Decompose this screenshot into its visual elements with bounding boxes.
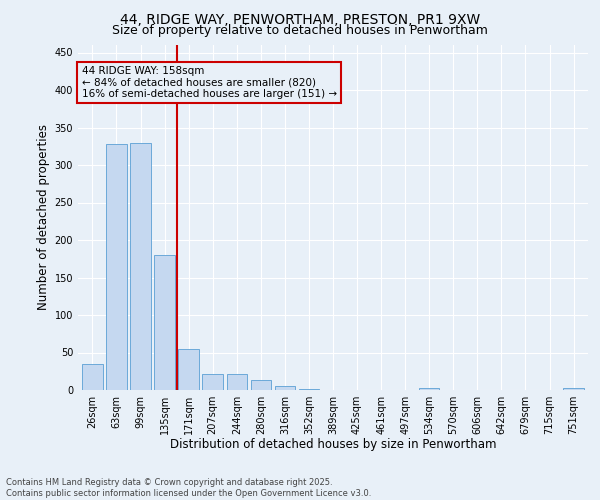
- Bar: [251, 380, 271, 390]
- Bar: [202, 374, 223, 390]
- Bar: [227, 374, 247, 390]
- Bar: [106, 144, 127, 390]
- Text: Contains HM Land Registry data © Crown copyright and database right 2025.
Contai: Contains HM Land Registry data © Crown c…: [6, 478, 371, 498]
- Text: 44 RIDGE WAY: 158sqm
← 84% of detached houses are smaller (820)
16% of semi-deta: 44 RIDGE WAY: 158sqm ← 84% of detached h…: [82, 66, 337, 99]
- Bar: [178, 349, 199, 390]
- Bar: [299, 388, 319, 390]
- Bar: [154, 255, 175, 390]
- Bar: [563, 388, 584, 390]
- Bar: [419, 388, 439, 390]
- Text: Size of property relative to detached houses in Penwortham: Size of property relative to detached ho…: [112, 24, 488, 37]
- Bar: [130, 142, 151, 390]
- Bar: [275, 386, 295, 390]
- Bar: [82, 364, 103, 390]
- Y-axis label: Number of detached properties: Number of detached properties: [37, 124, 50, 310]
- X-axis label: Distribution of detached houses by size in Penwortham: Distribution of detached houses by size …: [170, 438, 496, 452]
- Text: 44, RIDGE WAY, PENWORTHAM, PRESTON, PR1 9XW: 44, RIDGE WAY, PENWORTHAM, PRESTON, PR1 …: [120, 12, 480, 26]
